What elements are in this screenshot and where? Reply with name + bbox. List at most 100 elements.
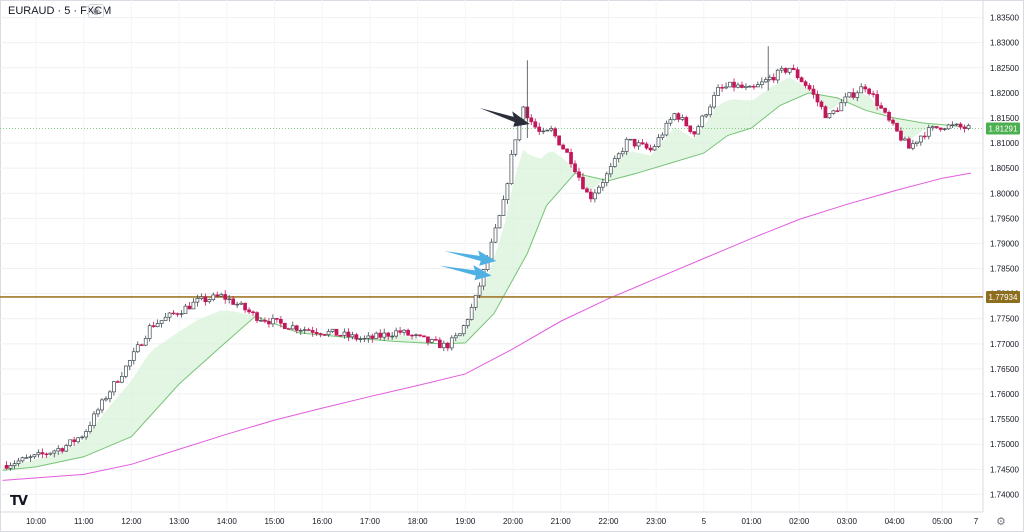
candle-body	[175, 313, 180, 315]
candle-body	[390, 335, 395, 338]
candle-body	[410, 334, 414, 337]
candle-body	[40, 452, 45, 455]
symbol-title: EURAUD · 5 · FXCM	[8, 5, 112, 17]
candle-body	[887, 111, 891, 121]
candle-body	[728, 81, 732, 88]
candle-body	[934, 126, 939, 129]
candle-body	[779, 68, 784, 71]
candle-body	[616, 153, 621, 159]
candle-body	[282, 322, 287, 330]
candle-body	[783, 68, 788, 73]
candle-body	[338, 334, 343, 337]
annotations	[439, 107, 530, 281]
price-tick-label: 1.81000	[990, 139, 1019, 148]
candle-body	[799, 77, 804, 83]
candle-body	[915, 141, 919, 144]
candle-body	[112, 381, 116, 393]
candle-body	[620, 151, 625, 155]
price-tick-label: 1.81500	[990, 114, 1019, 123]
candle-body	[938, 127, 943, 130]
blue-arrow	[444, 250, 497, 266]
candle-body	[187, 305, 192, 310]
level-price-tag	[986, 290, 1020, 303]
candle-body	[696, 126, 701, 135]
candle-body	[648, 147, 653, 151]
gear-icon[interactable]: ⚙	[996, 516, 1006, 528]
candle-body	[736, 84, 740, 88]
candle-body	[612, 158, 617, 167]
candle-body	[883, 107, 887, 113]
candle-body	[724, 86, 728, 89]
candle-body	[310, 330, 315, 333]
candle-body	[473, 294, 478, 308]
candle-body	[100, 399, 104, 411]
candle-body	[926, 127, 931, 137]
candle-body	[831, 110, 836, 114]
candle-body	[704, 114, 709, 117]
ema-slow-line	[2, 172, 972, 481]
candle-body	[589, 191, 593, 200]
candle-body	[493, 227, 498, 243]
candle-body	[477, 285, 482, 296]
candle-body	[441, 342, 446, 349]
candles	[4, 46, 971, 471]
candle-body	[660, 134, 665, 139]
candle-body	[314, 332, 319, 334]
candle-body	[346, 331, 351, 338]
ema-fast-line	[2, 92, 971, 471]
candle-body	[843, 96, 848, 104]
candle-body	[740, 84, 744, 88]
time-tick-label: 05:00	[932, 517, 953, 526]
candle-body	[84, 431, 88, 438]
candle-body	[96, 409, 100, 415]
candle-body	[811, 88, 816, 95]
eye-icon[interactable]: ◉	[88, 4, 104, 18]
candle-body	[946, 124, 951, 130]
candle-body	[426, 336, 430, 343]
time-tick-label: 10:00	[26, 517, 47, 526]
candle-body	[767, 76, 772, 80]
candle-body	[211, 294, 216, 301]
candle-body	[302, 329, 307, 331]
candle-body	[664, 122, 669, 136]
candle-body	[521, 106, 526, 120]
candle-body	[298, 329, 303, 332]
price-tick-label: 1.80500	[990, 164, 1019, 173]
candle-body	[139, 344, 144, 346]
price-tick-label: 1.75000	[990, 440, 1019, 449]
candle-body	[899, 130, 903, 141]
candle-body	[557, 135, 561, 146]
time-tick-label: 04:00	[885, 517, 906, 526]
candle-body	[12, 463, 17, 466]
candle-body	[171, 312, 176, 315]
price-tick-label: 1.77500	[990, 315, 1019, 324]
candle-body	[708, 106, 713, 116]
candle-body	[469, 307, 474, 320]
candle-body	[581, 176, 585, 190]
candle-body	[422, 335, 426, 338]
candle-body	[942, 128, 947, 130]
black-arrow	[479, 107, 530, 127]
candle-body	[179, 313, 184, 315]
candle-body	[235, 303, 239, 306]
time-tick-label: 23:00	[646, 517, 667, 526]
last-price-tag-label: 1.81291	[989, 124, 1018, 133]
candle-body	[763, 79, 768, 83]
candle-body	[907, 138, 911, 149]
candle-body	[533, 121, 538, 128]
candle-body	[8, 465, 13, 469]
candle-body	[104, 398, 108, 401]
candle-body	[44, 453, 49, 456]
candle-body	[891, 119, 895, 124]
candle-body	[366, 335, 371, 339]
candle-body	[28, 456, 33, 458]
price-tick-label: 1.74000	[990, 490, 1019, 499]
candle-body	[895, 122, 899, 132]
candle-body	[64, 445, 69, 452]
candle-body	[243, 302, 247, 311]
candle-body	[131, 351, 136, 361]
candle-body	[402, 329, 406, 333]
candle-body	[577, 171, 581, 178]
candle-body	[732, 81, 736, 88]
